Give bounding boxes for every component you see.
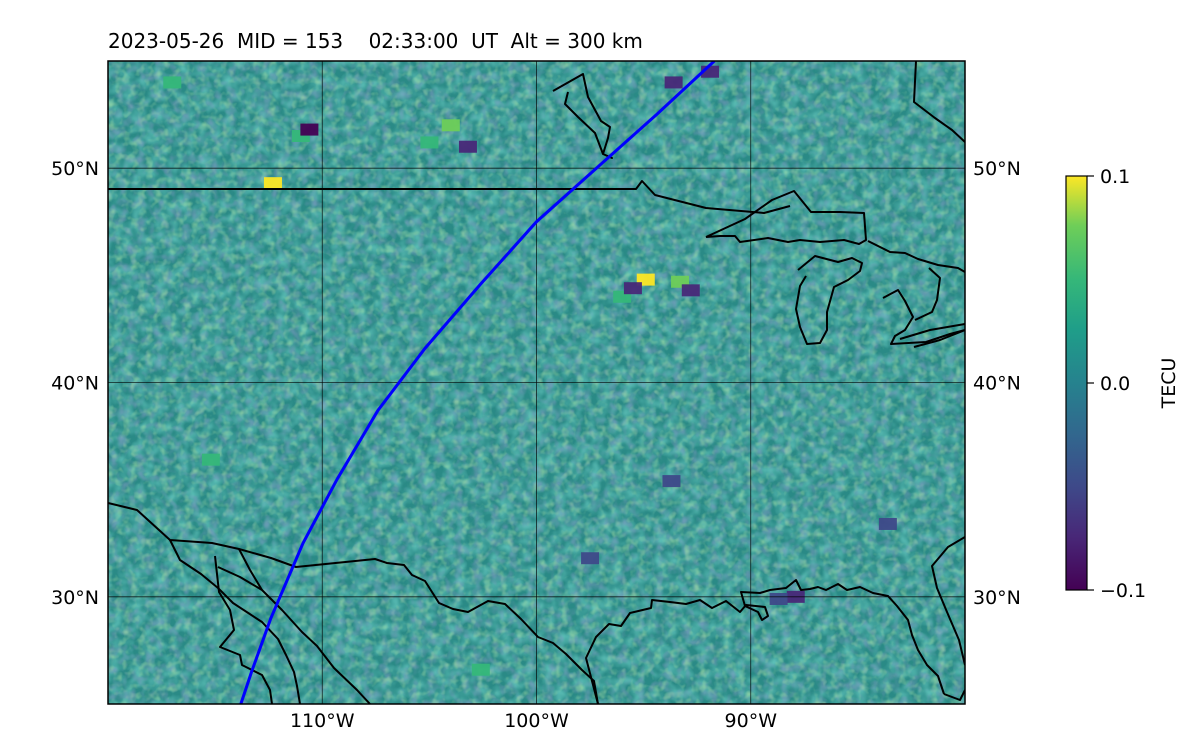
longitude-tick-label: 90°W xyxy=(725,710,778,732)
tec-high-spot xyxy=(163,76,182,89)
tec-low-spot xyxy=(662,475,681,488)
tec-low-spot xyxy=(300,123,319,136)
longitude-tick-label: 110°W xyxy=(290,710,355,732)
lake-ontario-shore xyxy=(913,329,965,348)
sonora-coast xyxy=(217,566,371,704)
tec-low-spot xyxy=(664,76,683,89)
tec-low-spot xyxy=(769,592,788,605)
latitude-tick-label-left: 50°N xyxy=(51,158,99,180)
map-panel xyxy=(107,60,966,705)
lake-erie-shore xyxy=(899,323,965,340)
hudson-bay-east xyxy=(913,61,965,143)
tec-anomaly-spots xyxy=(163,65,897,676)
tec-high-spot xyxy=(201,453,220,466)
map-axis-ticks: 110°W 100°W 90°W 50°N 50°N 40°N 40°N 30°N 30°N xyxy=(51,158,1021,732)
latitude-tick-label-left: 40°N xyxy=(51,373,99,395)
tec-low-spot xyxy=(623,282,642,295)
ontario-shore xyxy=(914,267,941,321)
latitude-tick-label-right: 30°N xyxy=(973,587,1021,609)
map-title: 2023-05-26 MID = 153 02:33:00 UT Alt = 3… xyxy=(108,29,643,53)
coastlines xyxy=(108,61,965,704)
us-canada-border xyxy=(108,180,791,214)
latitude-tick-label-right: 40°N xyxy=(973,373,1021,395)
map-frame xyxy=(107,60,966,705)
latitude-tick-label-right: 50°N xyxy=(973,158,1021,180)
mexico-pacific-inner xyxy=(238,548,263,591)
florida-peninsula xyxy=(943,689,965,701)
colorbar-ticks: 0.1 0.0 −0.1 xyxy=(1087,166,1146,602)
satellite-track xyxy=(239,61,716,704)
tec-low-spot xyxy=(681,284,700,297)
gulf-of-california xyxy=(169,539,301,704)
colorbar-tick-label: −0.1 xyxy=(1100,580,1146,602)
lake-huron-east xyxy=(882,289,965,345)
hudson-bay-shore xyxy=(552,73,613,159)
lake-michigan-shore xyxy=(795,255,863,345)
baja-peninsula xyxy=(214,555,273,704)
colorbar-tick-label: 0.0 xyxy=(1100,373,1130,395)
graticule xyxy=(108,61,965,704)
colorbar-gradient xyxy=(1065,175,1088,591)
longitude-tick-label: 100°W xyxy=(504,710,569,732)
colorbar-label: TECU xyxy=(1158,358,1180,410)
tec-high-spot xyxy=(263,177,282,190)
tec-high-spot xyxy=(420,136,439,149)
lake-superior-shore xyxy=(705,190,867,245)
tec-low-spot xyxy=(581,552,600,565)
us-mexico-border xyxy=(108,502,599,704)
latitude-tick-label-left: 30°N xyxy=(51,587,99,609)
colorbar: 0.1 0.0 −0.1 TECU xyxy=(1065,166,1180,602)
tec-high-spot xyxy=(441,119,460,132)
lake-huron-shore xyxy=(867,240,965,273)
colorbar-tick-label: 0.1 xyxy=(1100,166,1130,188)
tec-low-spot xyxy=(878,517,897,530)
florida-east-coast xyxy=(931,536,965,666)
tec-low-spot xyxy=(458,140,477,153)
tec-high-spot xyxy=(471,663,490,676)
gulf-coast xyxy=(585,579,945,704)
